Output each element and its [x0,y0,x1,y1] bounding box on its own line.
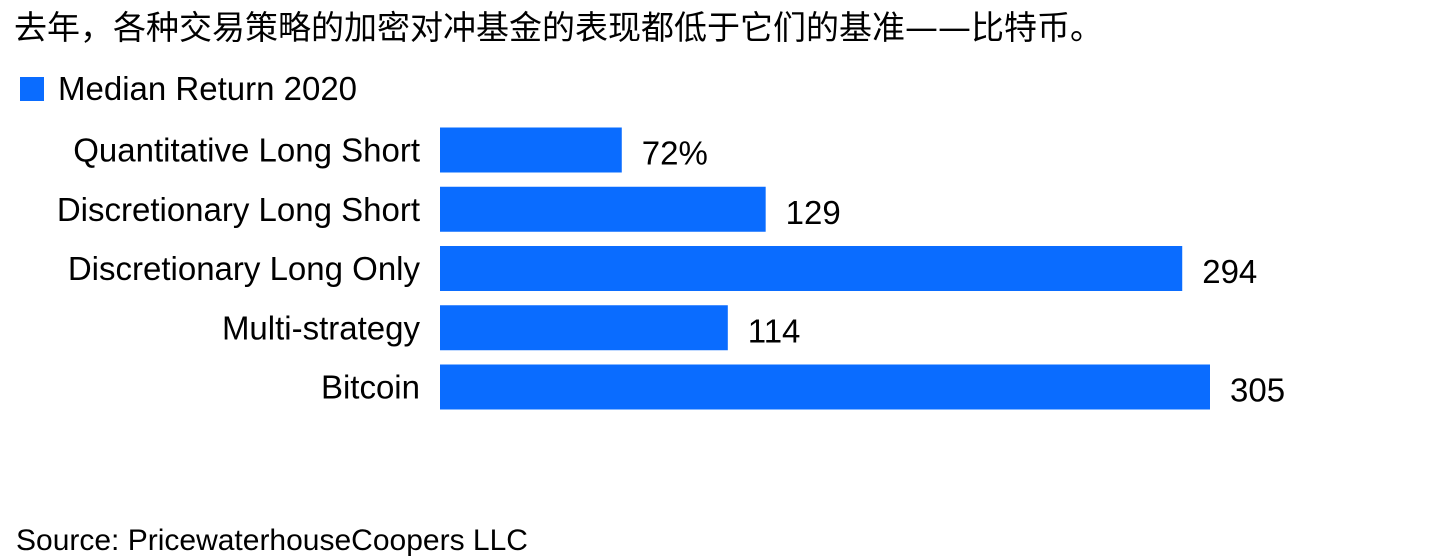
bar-0 [440,127,622,173]
value-label-3: 114 [748,312,801,349]
category-label-3: Multi-strategy [222,309,421,346]
bar-3 [440,305,728,351]
bar-chart: Quantitative Long Short 72% Discretionary … [57,127,1285,410]
value-label-1: 129 [786,194,841,231]
bar-4 [440,364,1210,410]
value-label-2: 294 [1202,253,1257,290]
value-label-4: 305 [1230,372,1285,409]
source-note: Source: PricewaterhouseCoopers LLC [16,524,528,557]
value-label-0: 72% [642,135,708,172]
legend-label: Median Return 2020 [58,70,358,107]
legend-swatch [20,77,44,101]
category-label-1: Discretionary Long Short [57,191,420,228]
bar-1 [440,186,766,232]
bar-2 [440,246,1183,291]
chart-title: 去年，各种交易策略的加密对冲基金的表现都低于它们的基准——比特币。 [14,8,1103,47]
category-label-0: Quantitative Long Short [73,132,420,169]
category-label-4: Bitcoin [321,369,420,406]
category-label-2: Discretionary Long Only [68,250,421,287]
legend: Median Return 2020 [20,70,357,108]
